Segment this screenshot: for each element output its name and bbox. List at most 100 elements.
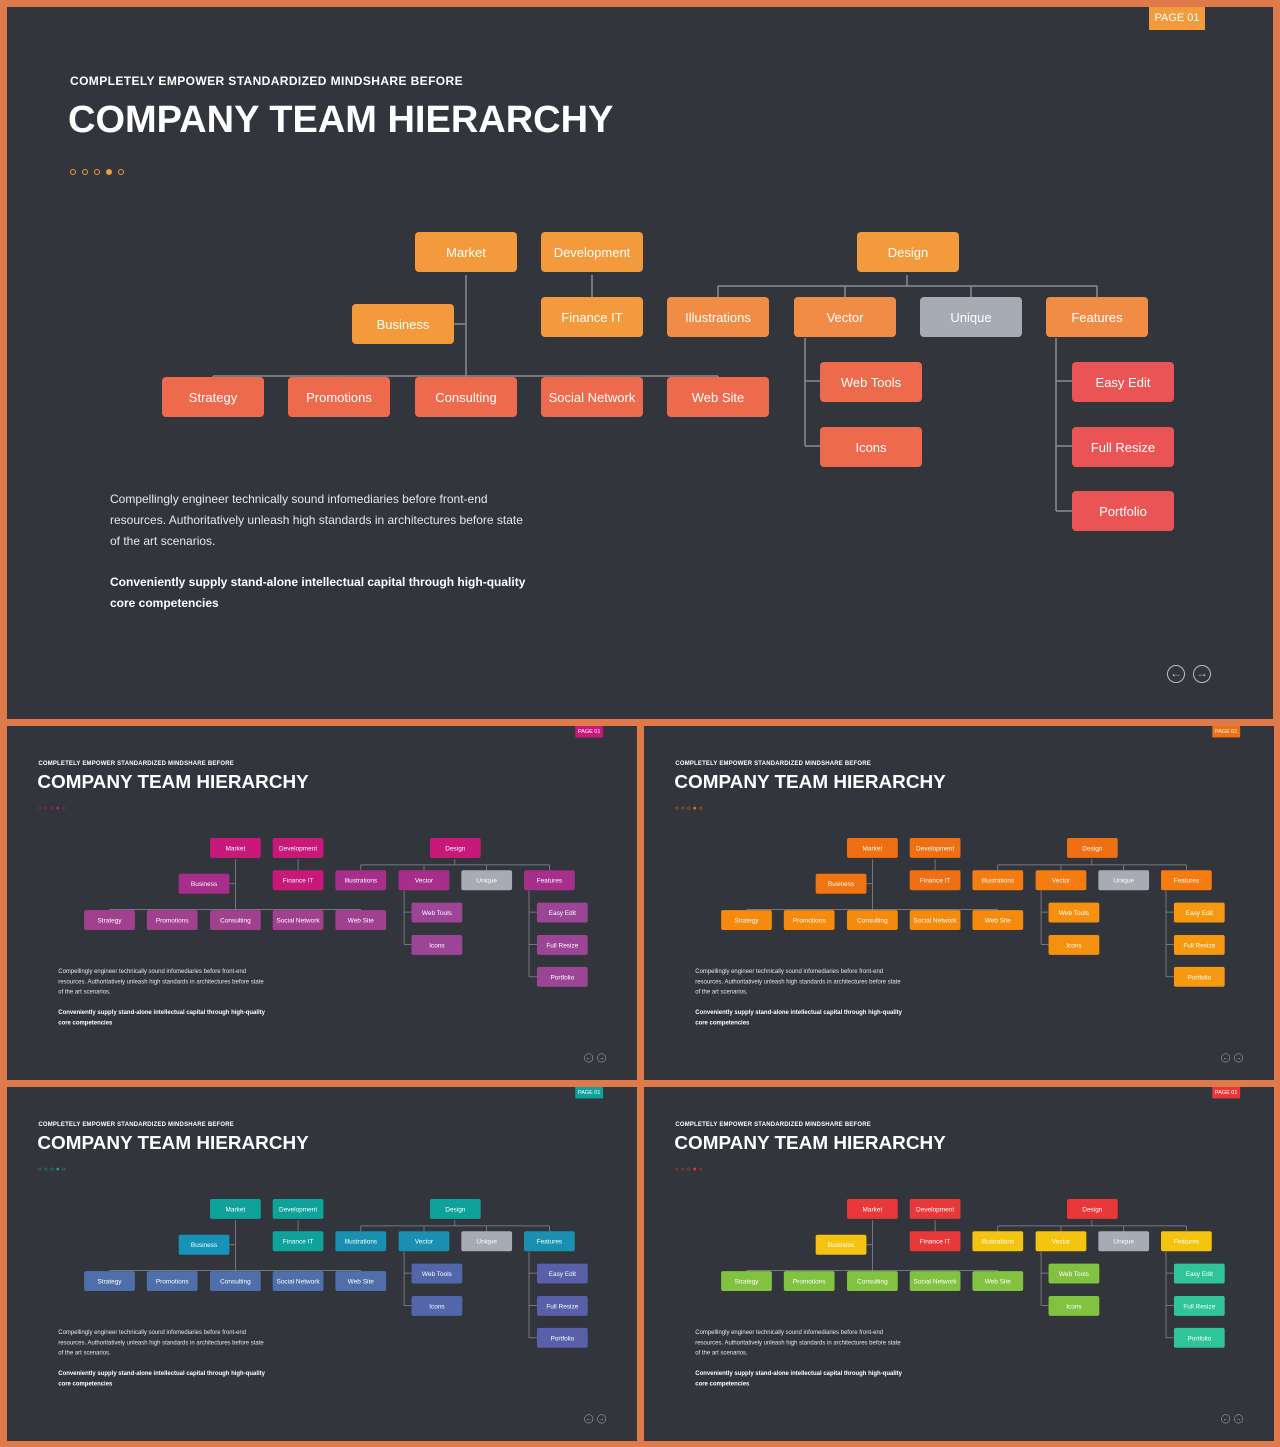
description-paragraph: Compellingly engineer technically sound …: [110, 492, 523, 548]
node-unique: Unique: [920, 297, 1022, 337]
node-market: Market: [415, 232, 517, 272]
node-unique: Unique: [461, 870, 513, 891]
node-vector: Vector: [398, 1231, 450, 1252]
slide-title: COMPANY TEAM HIERARCHY: [674, 1132, 946, 1154]
node-illustrations: Illustrations: [972, 1231, 1024, 1252]
node-strategy: Strategy: [84, 910, 135, 931]
node-design: Design: [1066, 837, 1118, 858]
slide-thumb-teal[interactable]: PAGE 01 COMPLETELY EMPOWER STANDARDIZED …: [7, 1087, 637, 1441]
node-market: Market: [847, 837, 898, 858]
page-badge: PAGE 01: [575, 726, 604, 738]
node-full-resize: Full Resize: [536, 934, 588, 955]
node-consulting: Consulting: [847, 1271, 898, 1292]
description-paragraph: Compellingly engineer technically sound …: [695, 967, 901, 996]
arrow-right-icon[interactable]: →: [1193, 665, 1211, 683]
page-badge: PAGE 01: [1149, 7, 1205, 30]
arrow-left-icon[interactable]: ←: [584, 1053, 594, 1063]
arrow-left-icon[interactable]: ←: [1221, 1053, 1231, 1063]
progress-dot-active: [106, 169, 112, 175]
progress-dot: [687, 806, 691, 810]
progress-dot-active: [693, 1167, 697, 1171]
slide-title: COMPANY TEAM HIERARCHY: [37, 771, 309, 793]
page-badge: PAGE 01: [1212, 726, 1241, 738]
node-business: Business: [352, 304, 454, 344]
slide-title: COMPANY TEAM HIERARCHY: [68, 99, 614, 141]
node-promotions: Promotions: [783, 1271, 835, 1292]
node-portfolio: Portfolio: [1173, 966, 1225, 987]
hierarchy-connectors: [746, 859, 1187, 978]
node-development: Development: [909, 837, 961, 858]
slide-main: PAGE 01 COMPLETELY EMPOWER STANDARDIZED …: [7, 7, 1273, 719]
progress-dot: [38, 806, 42, 810]
progress-dot-active: [56, 806, 60, 810]
node-business: Business: [178, 873, 230, 894]
node-unique: Unique: [461, 1231, 513, 1252]
progress-dot: [687, 1167, 691, 1171]
arrow-right-icon[interactable]: →: [597, 1414, 607, 1424]
node-finance-it: Finance IT: [272, 1231, 324, 1252]
node-full-resize: Full Resize: [536, 1295, 588, 1316]
node-features: Features: [524, 1231, 575, 1252]
node-social-network: Social Network: [909, 910, 961, 931]
node-social-network: Social Network: [541, 377, 643, 417]
highlight-paragraph: Conveniently supply stand-alone intellec…: [110, 575, 526, 610]
arrow-right-icon[interactable]: →: [1234, 1414, 1244, 1424]
progress-dot: [699, 1167, 703, 1171]
node-easy-edit: Easy Edit: [536, 1263, 588, 1284]
progress-dot-active: [693, 806, 697, 810]
node-icons: Icons: [1048, 934, 1100, 955]
progress-dot: [50, 1167, 54, 1171]
slide-subtitle: COMPLETELY EMPOWER STANDARDIZED MINDSHAR…: [675, 1120, 871, 1128]
node-easy-edit: Easy Edit: [1173, 902, 1225, 923]
node-unique: Unique: [1098, 870, 1150, 891]
node-promotions: Promotions: [146, 910, 198, 931]
progress-dot: [82, 169, 88, 175]
node-web-site: Web Site: [335, 910, 387, 931]
arrow-left-icon[interactable]: ←: [1221, 1414, 1231, 1424]
arrow-right-icon[interactable]: →: [1234, 1053, 1244, 1063]
node-web-tools: Web Tools: [411, 902, 463, 923]
progress-dot: [62, 806, 66, 810]
progress-dots: [38, 806, 66, 811]
node-web-site: Web Site: [972, 1271, 1024, 1292]
progress-dot: [50, 806, 54, 810]
arrow-right-icon[interactable]: →: [597, 1053, 607, 1063]
arrow-left-icon[interactable]: ←: [584, 1414, 594, 1424]
node-vector: Vector: [794, 297, 896, 337]
slide-thumb-orange[interactable]: PAGE 01 COMPLETELY EMPOWER STANDARDIZED …: [644, 726, 1274, 1080]
progress-dots: [70, 167, 124, 177]
node-social-network: Social Network: [909, 1271, 961, 1292]
node-consulting: Consulting: [415, 377, 517, 417]
highlight-paragraph: Conveniently supply stand-alone intellec…: [58, 1008, 265, 1027]
arrow-left-icon[interactable]: ←: [1167, 665, 1185, 683]
node-illustrations: Illustrations: [667, 297, 769, 337]
node-web-site: Web Site: [335, 1271, 387, 1292]
node-web-site: Web Site: [972, 910, 1024, 931]
node-consulting: Consulting: [847, 910, 898, 931]
node-illustrations: Illustrations: [335, 870, 387, 891]
node-design: Design: [1066, 1198, 1118, 1219]
node-development: Development: [541, 232, 643, 272]
node-vector: Vector: [398, 870, 450, 891]
node-easy-edit: Easy Edit: [1072, 362, 1174, 402]
node-icons: Icons: [1048, 1295, 1100, 1316]
progress-dot-active: [56, 1167, 60, 1171]
progress-dot: [70, 169, 76, 175]
node-portfolio: Portfolio: [536, 966, 588, 987]
progress-dot: [44, 806, 48, 810]
node-social-network: Social Network: [272, 1271, 324, 1292]
progress-dots: [675, 1167, 703, 1172]
node-illustrations: Illustrations: [972, 870, 1024, 891]
node-portfolio: Portfolio: [536, 1327, 588, 1348]
slide-thumb-multicolor[interactable]: PAGE 01 COMPLETELY EMPOWER STANDARDIZED …: [644, 1087, 1274, 1441]
node-features: Features: [1161, 870, 1212, 891]
node-portfolio: Portfolio: [1072, 491, 1174, 531]
node-web-tools: Web Tools: [1048, 1263, 1100, 1284]
node-promotions: Promotions: [783, 910, 835, 931]
highlight-paragraph: Conveniently supply stand-alone intellec…: [58, 1369, 265, 1388]
node-icons: Icons: [411, 934, 463, 955]
node-icons: Icons: [411, 1295, 463, 1316]
slide-thumb-magenta[interactable]: PAGE 01 COMPLETELY EMPOWER STANDARDIZED …: [7, 726, 637, 1080]
node-development: Development: [272, 1198, 324, 1219]
node-development: Development: [909, 1198, 961, 1219]
